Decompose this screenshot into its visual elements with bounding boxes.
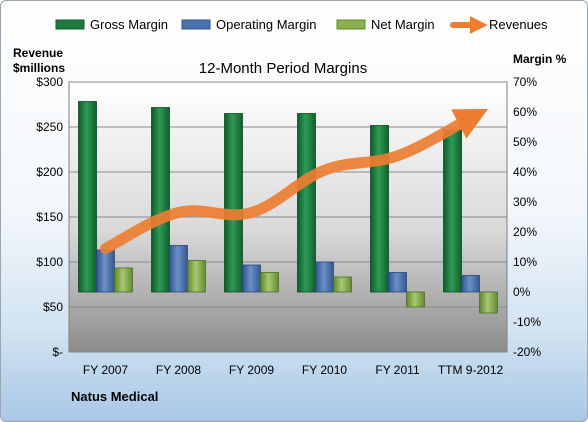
legend-swatch-net-margin <box>336 19 366 30</box>
chart-title: 12-Month Period Margins <box>199 60 367 77</box>
bar-gross-margin <box>370 125 389 293</box>
left-tick-label: $150 <box>36 210 63 224</box>
bar-net-margin <box>260 272 279 293</box>
x-tick-label: FY 2010 <box>302 363 347 377</box>
bar-gross-margin <box>224 113 243 293</box>
right-tick-label: -20% <box>513 345 541 359</box>
company-name: Natus Medical <box>71 389 158 404</box>
bar-gross-margin <box>151 107 170 293</box>
left-tick-label: $200 <box>36 165 63 179</box>
bar-gross-margin <box>443 129 462 293</box>
right-tick-label: -10% <box>513 315 541 329</box>
legend: Gross Margin Operating Margin Net Margin… <box>55 16 548 34</box>
x-tick-label: FY 2009 <box>229 363 274 377</box>
left-tick-label: $50 <box>43 300 63 314</box>
bar-operating-margin <box>388 272 407 293</box>
legend-label-net-margin: Net Margin <box>371 17 435 32</box>
bar-operating-margin <box>461 275 480 293</box>
left-axis-title-line2: $millions <box>13 61 65 75</box>
bar-net-margin <box>114 267 133 293</box>
bar-gross-margin <box>78 101 97 293</box>
revenue-line <box>100 108 489 254</box>
x-tick-label: FY 2007 <box>83 363 128 377</box>
bar-net-margin <box>479 291 498 314</box>
bar-operating-margin <box>315 261 334 293</box>
gridlines <box>69 81 507 308</box>
right-tick-label: 50% <box>513 135 537 149</box>
left-tick-label: $300 <box>36 75 63 89</box>
x-tick-label: TTM 9-2012 <box>438 363 504 377</box>
right-tick-label: 0% <box>513 285 531 299</box>
legend-label-gross-margin: Gross Margin <box>90 17 168 32</box>
bar-net-margin <box>406 291 425 308</box>
right-tick-label: 30% <box>513 195 537 209</box>
right-tick-label: 70% <box>513 75 537 89</box>
left-tick-label: $- <box>52 345 63 359</box>
x-tick-label: FY 2008 <box>156 363 201 377</box>
legend-label-operating-margin: Operating Margin <box>216 17 316 32</box>
right-axis-title: Margin % <box>513 52 567 66</box>
legend-label-revenues: Revenues <box>489 17 548 32</box>
bars <box>78 101 498 314</box>
right-tick-label: 40% <box>513 165 537 179</box>
legend-swatch-operating-margin <box>181 19 211 30</box>
bar-operating-margin <box>96 249 115 293</box>
bar-gross-margin <box>297 113 316 293</box>
revenues-line <box>100 108 489 254</box>
bar-net-margin <box>333 276 352 293</box>
bar-net-margin <box>187 260 206 293</box>
right-tick-label: 10% <box>513 255 537 269</box>
bar-operating-margin <box>242 264 261 293</box>
left-axis-title-line1: Revenue <box>13 46 63 60</box>
left-tick-label: $250 <box>36 120 63 134</box>
bar-operating-margin <box>169 245 188 293</box>
tick-labels: $- $50 $100 $150 $200 $250 $300 -20% -10% 0% 10% 20… <box>36 75 541 377</box>
x-tick-label: FY 2011 <box>375 363 420 377</box>
legend-swatch-gross-margin <box>55 19 85 30</box>
left-tick-label: $100 <box>36 255 63 269</box>
right-tick-label: 60% <box>513 105 537 119</box>
right-tick-label: 20% <box>513 225 537 239</box>
